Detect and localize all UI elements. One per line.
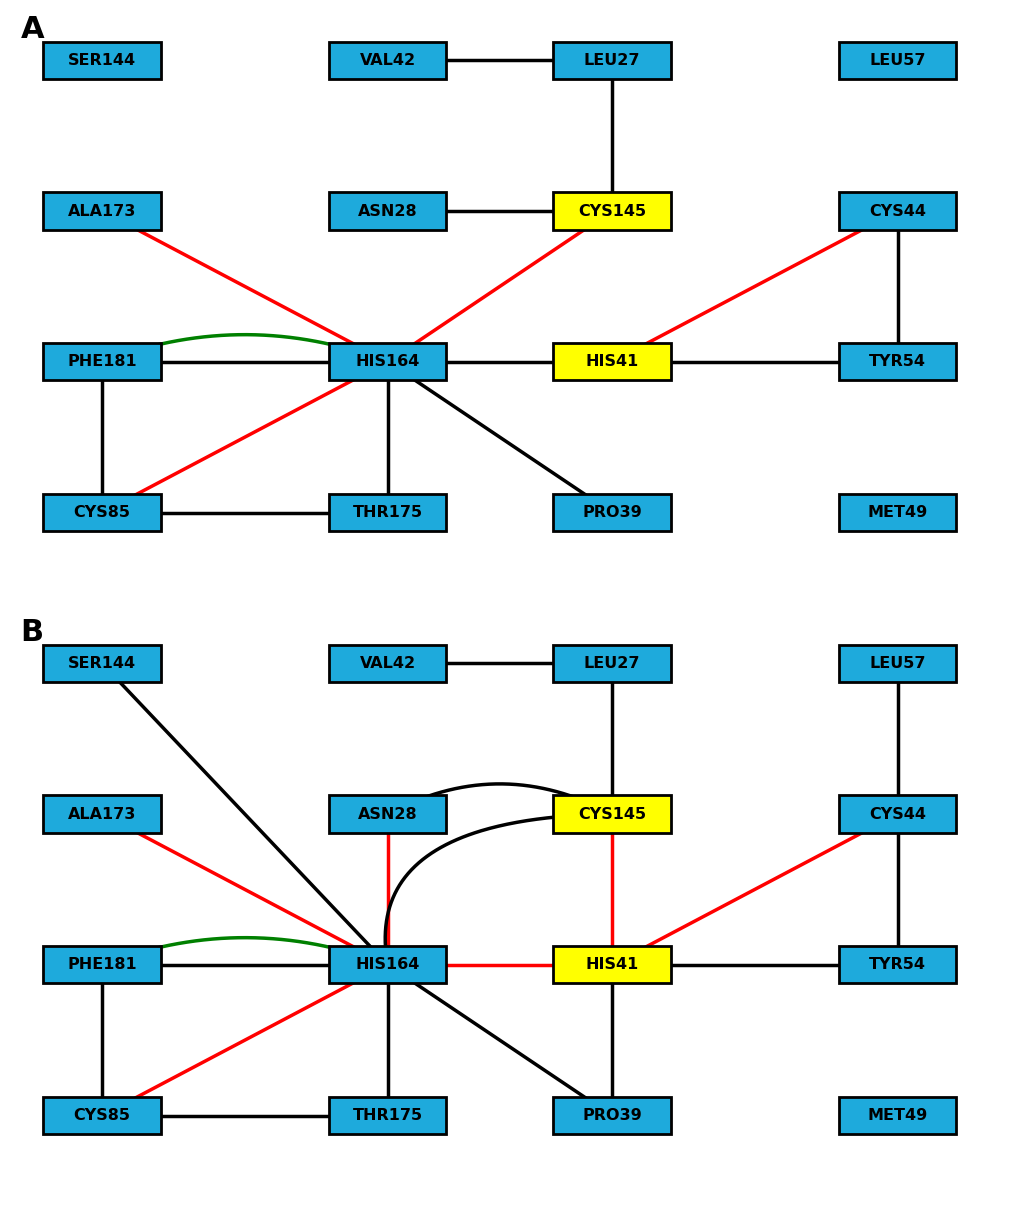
Text: LEU27: LEU27: [583, 656, 640, 671]
Text: HIS41: HIS41: [585, 958, 638, 972]
Text: PRO39: PRO39: [582, 505, 641, 520]
FancyBboxPatch shape: [44, 192, 161, 229]
FancyBboxPatch shape: [329, 192, 446, 229]
Text: CYS145: CYS145: [578, 807, 645, 821]
FancyBboxPatch shape: [552, 41, 671, 78]
Text: ALA173: ALA173: [67, 807, 137, 821]
FancyBboxPatch shape: [839, 494, 956, 531]
FancyBboxPatch shape: [839, 41, 956, 78]
Text: TYR54: TYR54: [868, 355, 925, 369]
FancyBboxPatch shape: [329, 494, 446, 531]
FancyBboxPatch shape: [44, 644, 161, 683]
Text: PRO39: PRO39: [582, 1108, 641, 1123]
Text: LEU57: LEU57: [868, 53, 925, 68]
FancyBboxPatch shape: [329, 946, 446, 984]
Text: MET49: MET49: [866, 505, 927, 520]
FancyBboxPatch shape: [839, 796, 956, 832]
FancyBboxPatch shape: [552, 192, 671, 229]
Text: VAL42: VAL42: [359, 53, 416, 68]
Text: A: A: [20, 16, 44, 45]
Text: TYR54: TYR54: [868, 958, 925, 972]
Text: VAL42: VAL42: [359, 656, 416, 671]
FancyBboxPatch shape: [552, 494, 671, 531]
FancyBboxPatch shape: [44, 796, 161, 832]
Text: B: B: [20, 617, 44, 648]
FancyBboxPatch shape: [552, 796, 671, 832]
Text: CYS44: CYS44: [868, 807, 925, 821]
FancyBboxPatch shape: [44, 946, 161, 984]
FancyBboxPatch shape: [552, 946, 671, 984]
FancyBboxPatch shape: [552, 343, 671, 380]
FancyBboxPatch shape: [552, 644, 671, 683]
Text: MET49: MET49: [866, 1108, 927, 1123]
FancyBboxPatch shape: [839, 1097, 956, 1134]
FancyBboxPatch shape: [839, 644, 956, 683]
Text: LEU57: LEU57: [868, 656, 925, 671]
Text: PHE181: PHE181: [67, 355, 137, 369]
FancyBboxPatch shape: [329, 41, 446, 78]
FancyBboxPatch shape: [329, 343, 446, 380]
Text: LEU27: LEU27: [583, 53, 640, 68]
FancyBboxPatch shape: [44, 343, 161, 380]
Text: HIS164: HIS164: [355, 355, 420, 369]
Text: THR175: THR175: [353, 505, 422, 520]
FancyBboxPatch shape: [839, 946, 956, 984]
Text: THR175: THR175: [353, 1108, 422, 1123]
Text: CYS145: CYS145: [578, 204, 645, 218]
Text: CYS85: CYS85: [73, 505, 130, 520]
Text: ASN28: ASN28: [358, 204, 417, 218]
FancyBboxPatch shape: [329, 644, 446, 683]
FancyBboxPatch shape: [839, 343, 956, 380]
Text: SER144: SER144: [68, 53, 136, 68]
Text: ASN28: ASN28: [358, 807, 417, 821]
FancyBboxPatch shape: [839, 192, 956, 229]
FancyBboxPatch shape: [44, 41, 161, 78]
FancyBboxPatch shape: [44, 494, 161, 531]
Text: HIS164: HIS164: [355, 958, 420, 972]
Text: SER144: SER144: [68, 656, 136, 671]
Text: ALA173: ALA173: [67, 204, 137, 218]
FancyBboxPatch shape: [329, 796, 446, 832]
Text: CYS85: CYS85: [73, 1108, 130, 1123]
FancyBboxPatch shape: [329, 1097, 446, 1134]
FancyBboxPatch shape: [552, 1097, 671, 1134]
Text: HIS41: HIS41: [585, 355, 638, 369]
Text: PHE181: PHE181: [67, 958, 137, 972]
Text: CYS44: CYS44: [868, 204, 925, 218]
FancyBboxPatch shape: [44, 1097, 161, 1134]
